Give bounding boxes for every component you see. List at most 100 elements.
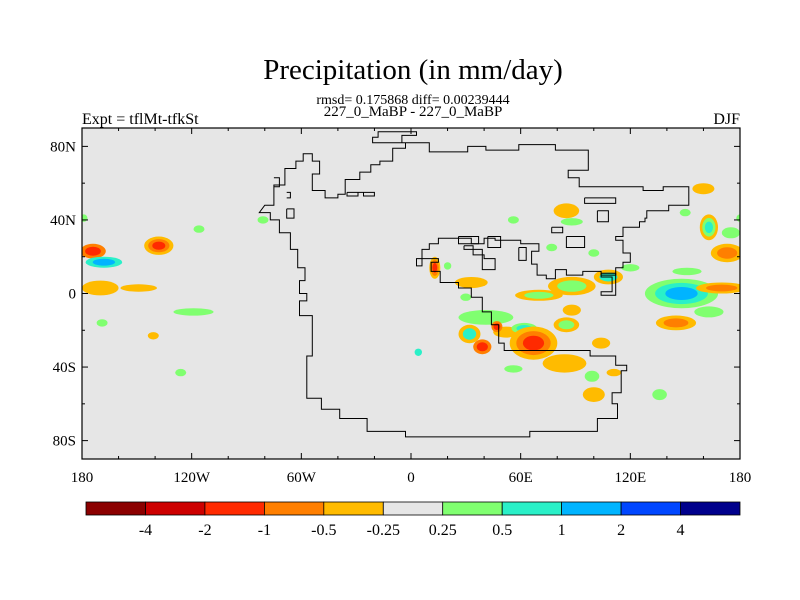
contour-region (699, 214, 719, 241)
colorbar-box (145, 501, 206, 516)
coastline-segment (286, 208, 295, 219)
x-tick-label: 0 (407, 470, 415, 486)
contour-region (144, 236, 174, 255)
coastline-segment (273, 177, 280, 188)
contour-region (458, 310, 514, 325)
contour-fill (665, 287, 698, 300)
contour-fill (717, 247, 738, 259)
contour-region (82, 280, 119, 296)
x-tick-label: 120W (173, 470, 211, 486)
colorbar-box (680, 501, 741, 516)
contour-fill (96, 319, 108, 327)
chart-title: Precipitation (in mm/day) (263, 54, 563, 86)
contour-region (692, 183, 715, 195)
colorbar: -4 -2 -1 -0.5 -0.25 0.25 0.5 1 2 4 (85, 501, 741, 539)
contour-fill (553, 203, 580, 219)
contour-fill (85, 246, 101, 256)
contour-region (454, 277, 488, 288)
colorbar-box (442, 501, 503, 516)
contour-fill (524, 291, 554, 299)
y-tick-label: 40S (53, 360, 76, 376)
y-tick-label: 80N (50, 139, 76, 155)
contour-fill (584, 370, 600, 382)
contour-fill (557, 280, 587, 292)
coastline-segment (551, 226, 564, 234)
colorbar-box (85, 501, 146, 516)
contour-fill (560, 218, 583, 226)
contour-region (672, 267, 702, 276)
contour-region (694, 306, 724, 318)
contour-fill (175, 368, 187, 377)
contour-region (473, 339, 492, 355)
contour-region (458, 324, 481, 344)
contour-fill (493, 323, 501, 330)
coastline-segment (346, 191, 375, 197)
contour-region (588, 249, 600, 257)
y-tick-label: 40N (50, 213, 76, 229)
contour-fill (692, 183, 715, 195)
contour-fill (82, 280, 119, 296)
colorbar-label: -1 (258, 522, 271, 539)
right-label: DJF (713, 111, 740, 128)
contour-region (82, 243, 106, 259)
contour-fill (414, 348, 422, 356)
contour-fill (257, 216, 269, 224)
contour-fill (606, 368, 622, 377)
contour-fill (652, 389, 667, 401)
contour-fill (546, 243, 558, 252)
chart-subtitle: rmsd= 0.175868 diff= 0.00239444 (316, 93, 510, 108)
contour-region (120, 284, 157, 292)
colorbar-label: -0.5 (311, 522, 336, 539)
contour-fill (672, 267, 702, 276)
contour-fill (504, 365, 523, 373)
contour-region (606, 368, 622, 377)
contour-fill (443, 262, 452, 270)
contour-region (147, 332, 159, 340)
contour-region (679, 208, 691, 217)
contour-region (553, 317, 580, 333)
coastline-segment (565, 236, 586, 248)
contour-region (553, 203, 580, 219)
colorbar-box (620, 501, 681, 516)
coastline-segment (596, 210, 609, 223)
contour-region (548, 276, 596, 296)
contour-fill (460, 293, 472, 301)
contour-region (515, 289, 563, 301)
contour-region (443, 262, 452, 270)
contour-fill (147, 332, 159, 340)
colorbar-box (561, 501, 622, 516)
contour-fill (721, 227, 740, 239)
colorbar-box (382, 501, 444, 516)
contour-region (491, 321, 503, 333)
contour-region (710, 243, 740, 263)
contour-fill (454, 277, 488, 288)
y-tick-label: 0 (69, 287, 77, 303)
contour-region (175, 368, 187, 377)
colorbar-label: 1 (558, 522, 566, 539)
contour-fill (558, 320, 575, 330)
contour-fill (458, 310, 514, 325)
contour-region (85, 256, 123, 268)
contour-fill (476, 342, 488, 352)
contour-fill (462, 328, 477, 340)
colorbar-label: -4 (139, 522, 152, 539)
colorbar-box (204, 501, 265, 516)
contour-fill (120, 284, 157, 292)
contour-region (546, 243, 558, 252)
y-tick-label: 80S (53, 434, 76, 450)
x-tick-label: 120E (614, 470, 646, 486)
contour-region (655, 315, 697, 331)
center-label: 227_0_MaBP - 227_0_MaBP (323, 104, 503, 120)
contour-fill (173, 308, 214, 316)
contour-region (644, 278, 719, 309)
contour-region (504, 365, 523, 373)
x-tick-label: 180 (729, 470, 752, 486)
contour-fill (507, 216, 519, 224)
contour-region (414, 348, 422, 356)
coastline-segment (584, 197, 617, 204)
contour-region (584, 370, 600, 382)
contour-region (592, 337, 611, 349)
contour-fill (542, 354, 587, 373)
coastline-segment (463, 245, 496, 271)
